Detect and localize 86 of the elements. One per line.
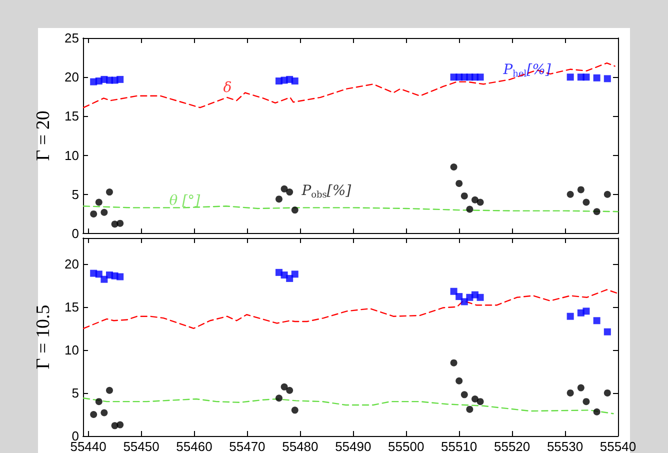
point <box>275 196 282 203</box>
point <box>95 270 102 278</box>
x-tick-label: 55530 <box>546 439 584 453</box>
point <box>460 391 468 398</box>
point <box>291 78 298 85</box>
y-tick-label: 10 <box>64 342 79 358</box>
series-label: θ [°] <box>169 193 201 210</box>
point <box>471 196 478 204</box>
point <box>286 274 294 282</box>
point <box>106 386 113 394</box>
point <box>95 398 102 406</box>
point <box>593 317 600 324</box>
series-label: δ <box>223 80 232 96</box>
point <box>466 406 474 413</box>
point <box>450 359 458 366</box>
y-axis-title: Γ = 20 <box>33 110 54 161</box>
y-tick-label: 20 <box>64 70 79 85</box>
line-series <box>82 62 616 108</box>
point <box>106 188 113 196</box>
x-tick-label: 55490 <box>335 439 372 453</box>
point <box>466 206 474 213</box>
y-tick-label: 25 <box>64 30 79 46</box>
y-tick-label: 15 <box>64 108 79 124</box>
point <box>100 409 108 416</box>
point <box>291 406 298 414</box>
point <box>566 312 574 320</box>
point <box>100 208 108 216</box>
point <box>476 198 484 206</box>
point <box>582 308 590 315</box>
point <box>291 206 298 214</box>
y-tick-label: 5 <box>72 385 79 400</box>
point <box>593 208 600 216</box>
y-tick-label: 15 <box>64 299 79 314</box>
x-tick-label: 55540 <box>600 439 636 453</box>
point <box>577 186 584 194</box>
point <box>582 398 590 406</box>
x-tick-label: 55450 <box>123 439 160 453</box>
point <box>116 76 124 83</box>
point <box>450 164 458 171</box>
y-axis-title: Γ = 10.5 <box>33 304 54 370</box>
point <box>116 421 124 428</box>
point <box>95 198 102 206</box>
point <box>593 74 600 82</box>
point <box>566 74 574 81</box>
point <box>291 270 298 278</box>
x-tick-label: 55470 <box>229 439 266 453</box>
x-tick-label: 55500 <box>388 439 424 453</box>
x-tick-label: 55520 <box>494 439 530 453</box>
point <box>100 276 108 283</box>
point <box>456 293 463 300</box>
point <box>476 398 484 406</box>
y-tick-label: 5 <box>72 186 79 202</box>
point <box>566 190 574 198</box>
point <box>566 389 574 396</box>
point <box>593 408 600 416</box>
point <box>280 185 288 192</box>
line-series <box>82 289 618 329</box>
point <box>604 75 611 82</box>
point <box>456 377 463 384</box>
point <box>90 210 98 218</box>
y-tick-label: 20 <box>64 256 79 272</box>
point <box>275 394 282 402</box>
point <box>286 188 294 196</box>
point <box>450 288 458 295</box>
point <box>476 294 484 301</box>
y-tick-label: 10 <box>64 148 79 163</box>
point <box>286 386 294 394</box>
point <box>604 190 611 198</box>
point <box>604 389 611 396</box>
y-tick-label: 0 <box>72 226 79 241</box>
point <box>116 220 124 227</box>
y-tick-label: 0 <box>72 428 79 444</box>
x-tick-label: 55460 <box>176 439 212 453</box>
point <box>116 273 124 280</box>
point <box>471 395 478 402</box>
point <box>460 192 468 200</box>
point <box>604 328 611 336</box>
point <box>456 180 463 187</box>
point <box>90 410 98 418</box>
x-tick-label: 55510 <box>441 439 478 453</box>
point <box>582 74 590 81</box>
point <box>582 198 590 206</box>
point <box>476 74 484 81</box>
x-tick-label: 55480 <box>282 439 318 453</box>
point <box>577 384 584 392</box>
point <box>280 383 288 390</box>
